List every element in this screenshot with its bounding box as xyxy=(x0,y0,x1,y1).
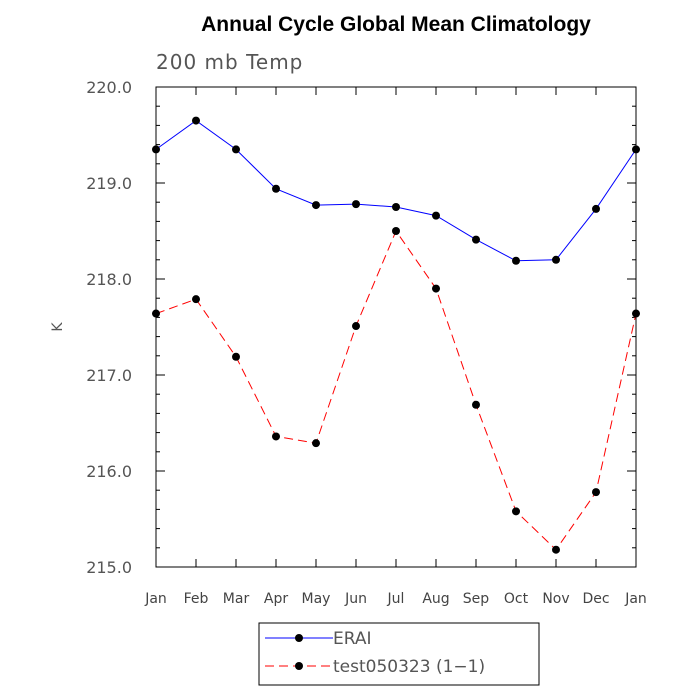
y-axis-label: K xyxy=(50,322,66,332)
data-point-0 xyxy=(352,200,360,209)
chart-title: Annual Cycle Global Mean Climatology xyxy=(201,13,591,36)
y-tick-label: 219.0 xyxy=(86,174,132,193)
data-point-0 xyxy=(592,204,600,213)
data-point-1 xyxy=(432,284,440,293)
series-layer xyxy=(152,116,640,554)
data-point-1 xyxy=(552,545,560,554)
y-tick-label: 216.0 xyxy=(86,462,132,481)
x-tick-label: May xyxy=(302,591,331,607)
y-tick-label: 220.0 xyxy=(86,78,132,97)
x-tick-label: Jun xyxy=(344,591,367,607)
series-line-1 xyxy=(155,229,637,551)
legend-marker-0 xyxy=(295,634,303,642)
x-tick-label: Oct xyxy=(504,591,529,607)
legend-marker-1 xyxy=(295,662,303,670)
series-line-0 xyxy=(155,119,637,262)
x-tick-label: Apr xyxy=(264,591,288,607)
data-point-1 xyxy=(632,309,640,318)
plot-frame xyxy=(155,86,637,568)
y-tick-label: 218.0 xyxy=(86,270,132,289)
y-tick-label: 215.0 xyxy=(86,558,132,577)
data-point-1 xyxy=(312,439,320,448)
data-point-0 xyxy=(312,201,320,210)
x-tick-label: Nov xyxy=(542,591,569,607)
legend-label-0: ERAI xyxy=(333,629,372,649)
legend-label-1: test050323 (1−1) xyxy=(333,657,485,677)
data-point-0 xyxy=(512,256,520,265)
x-tick-label: Jan xyxy=(624,591,647,607)
data-point-1 xyxy=(392,227,400,235)
data-point-1 xyxy=(192,295,200,304)
data-point-1 xyxy=(592,488,600,497)
data-point-1 xyxy=(472,400,480,409)
data-point-0 xyxy=(552,255,560,264)
ticks-layer: Jan Feb Mar Apr May Jun Jul Aug Sep Oct Nov Dec Jan 2… xyxy=(86,78,647,607)
data-point-0 xyxy=(472,235,480,244)
data-point-1 xyxy=(352,322,360,331)
x-tick-label: Mar xyxy=(223,591,250,607)
chart-subtitle: 200 mb Temp xyxy=(156,50,303,74)
x-tick-label: Feb xyxy=(184,591,209,607)
x-tick-label: Dec xyxy=(582,591,609,607)
x-tick-label: Aug xyxy=(422,591,449,607)
data-point-0 xyxy=(272,184,280,193)
legend: ERAI test050323 (1−1) xyxy=(258,622,540,686)
data-point-0 xyxy=(192,116,200,125)
data-point-0 xyxy=(632,145,640,154)
x-tick-label: Jul xyxy=(387,591,405,607)
data-point-0 xyxy=(152,145,160,154)
data-point-0 xyxy=(232,145,240,154)
data-point-0 xyxy=(392,203,400,211)
data-point-1 xyxy=(272,432,280,441)
data-point-1 xyxy=(152,309,160,318)
legend-box xyxy=(258,622,540,686)
x-tick-label: Sep xyxy=(463,591,490,607)
x-tick-label: Jan xyxy=(144,591,167,607)
data-point-0 xyxy=(432,211,440,220)
data-point-1 xyxy=(232,352,240,361)
y-tick-label: 217.0 xyxy=(86,366,132,385)
data-point-1 xyxy=(512,507,520,516)
